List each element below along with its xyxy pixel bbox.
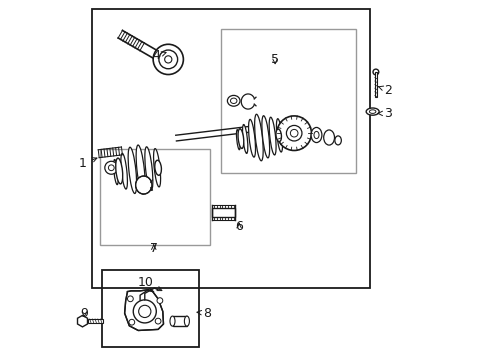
Ellipse shape [116, 158, 122, 184]
Ellipse shape [128, 147, 136, 193]
Ellipse shape [254, 114, 263, 161]
Text: 8: 8 [197, 307, 211, 320]
Text: 10: 10 [138, 276, 162, 291]
Polygon shape [124, 290, 163, 330]
Circle shape [159, 50, 177, 69]
Ellipse shape [368, 110, 375, 113]
Text: 1: 1 [79, 157, 97, 170]
Ellipse shape [144, 147, 153, 190]
Ellipse shape [248, 120, 255, 157]
Ellipse shape [153, 149, 160, 187]
Circle shape [133, 300, 156, 323]
Circle shape [127, 296, 133, 302]
Ellipse shape [262, 116, 269, 158]
Circle shape [153, 44, 183, 75]
Bar [88, 319, 102, 323]
Text: 3: 3 [377, 107, 391, 120]
Circle shape [108, 165, 114, 171]
Ellipse shape [236, 130, 240, 150]
Text: 4: 4 [152, 49, 166, 62]
Ellipse shape [366, 108, 378, 115]
Ellipse shape [323, 130, 334, 145]
Ellipse shape [310, 127, 321, 143]
Circle shape [139, 305, 151, 318]
Bar [172, 316, 186, 326]
Circle shape [164, 56, 171, 63]
Ellipse shape [170, 316, 175, 326]
Text: 7: 7 [149, 242, 158, 255]
Ellipse shape [155, 160, 161, 175]
Ellipse shape [268, 117, 276, 155]
Bar [102, 270, 199, 347]
Text: 9: 9 [80, 307, 88, 320]
Circle shape [290, 129, 297, 137]
Ellipse shape [121, 153, 127, 189]
Circle shape [372, 69, 378, 75]
Ellipse shape [184, 316, 189, 326]
Ellipse shape [113, 159, 118, 185]
Text: 2: 2 [378, 84, 391, 96]
Ellipse shape [276, 119, 282, 152]
Circle shape [157, 298, 163, 303]
Bar [100, 149, 209, 245]
Ellipse shape [227, 95, 240, 106]
Text: 5: 5 [270, 53, 279, 66]
Ellipse shape [238, 129, 244, 148]
Ellipse shape [334, 136, 341, 145]
Circle shape [104, 161, 118, 174]
Bar [374, 72, 376, 97]
Circle shape [286, 125, 301, 141]
Ellipse shape [242, 125, 247, 153]
Ellipse shape [135, 176, 151, 194]
Ellipse shape [275, 129, 281, 141]
Circle shape [276, 116, 311, 150]
Ellipse shape [313, 131, 318, 139]
Text: 6: 6 [235, 220, 243, 233]
Circle shape [155, 318, 161, 324]
Bar [91, 9, 370, 288]
Ellipse shape [136, 145, 145, 194]
Bar [221, 29, 355, 173]
Ellipse shape [230, 98, 237, 104]
Circle shape [129, 319, 134, 325]
Bar [212, 208, 235, 217]
